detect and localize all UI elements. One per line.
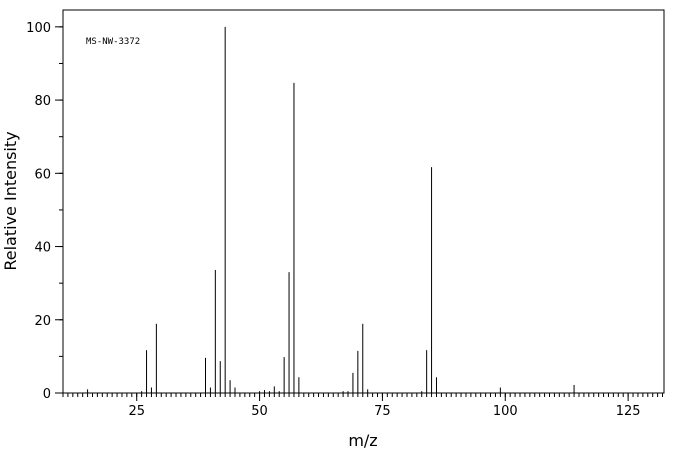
y-tick-label: 100 [26, 21, 51, 36]
y-tick-label: 80 [34, 94, 51, 109]
y-tick-label: 40 [34, 241, 51, 256]
x-tick-label: 125 [616, 404, 641, 419]
plot-frame [62, 9, 665, 394]
y-tick-label: 60 [34, 167, 51, 182]
y-tick-label: 0 [43, 387, 51, 402]
y-axis-label: Relative Intensity [1, 131, 20, 270]
y-tick-label: 20 [34, 314, 51, 329]
annotation: MS-NW-3372 [86, 37, 140, 47]
x-tick-label: 100 [493, 404, 518, 419]
x-axis-label: m/z [348, 431, 377, 450]
x-tick-label: 25 [128, 404, 145, 419]
x-tick-label: 50 [251, 404, 268, 419]
x-tick-label: 75 [374, 404, 391, 419]
